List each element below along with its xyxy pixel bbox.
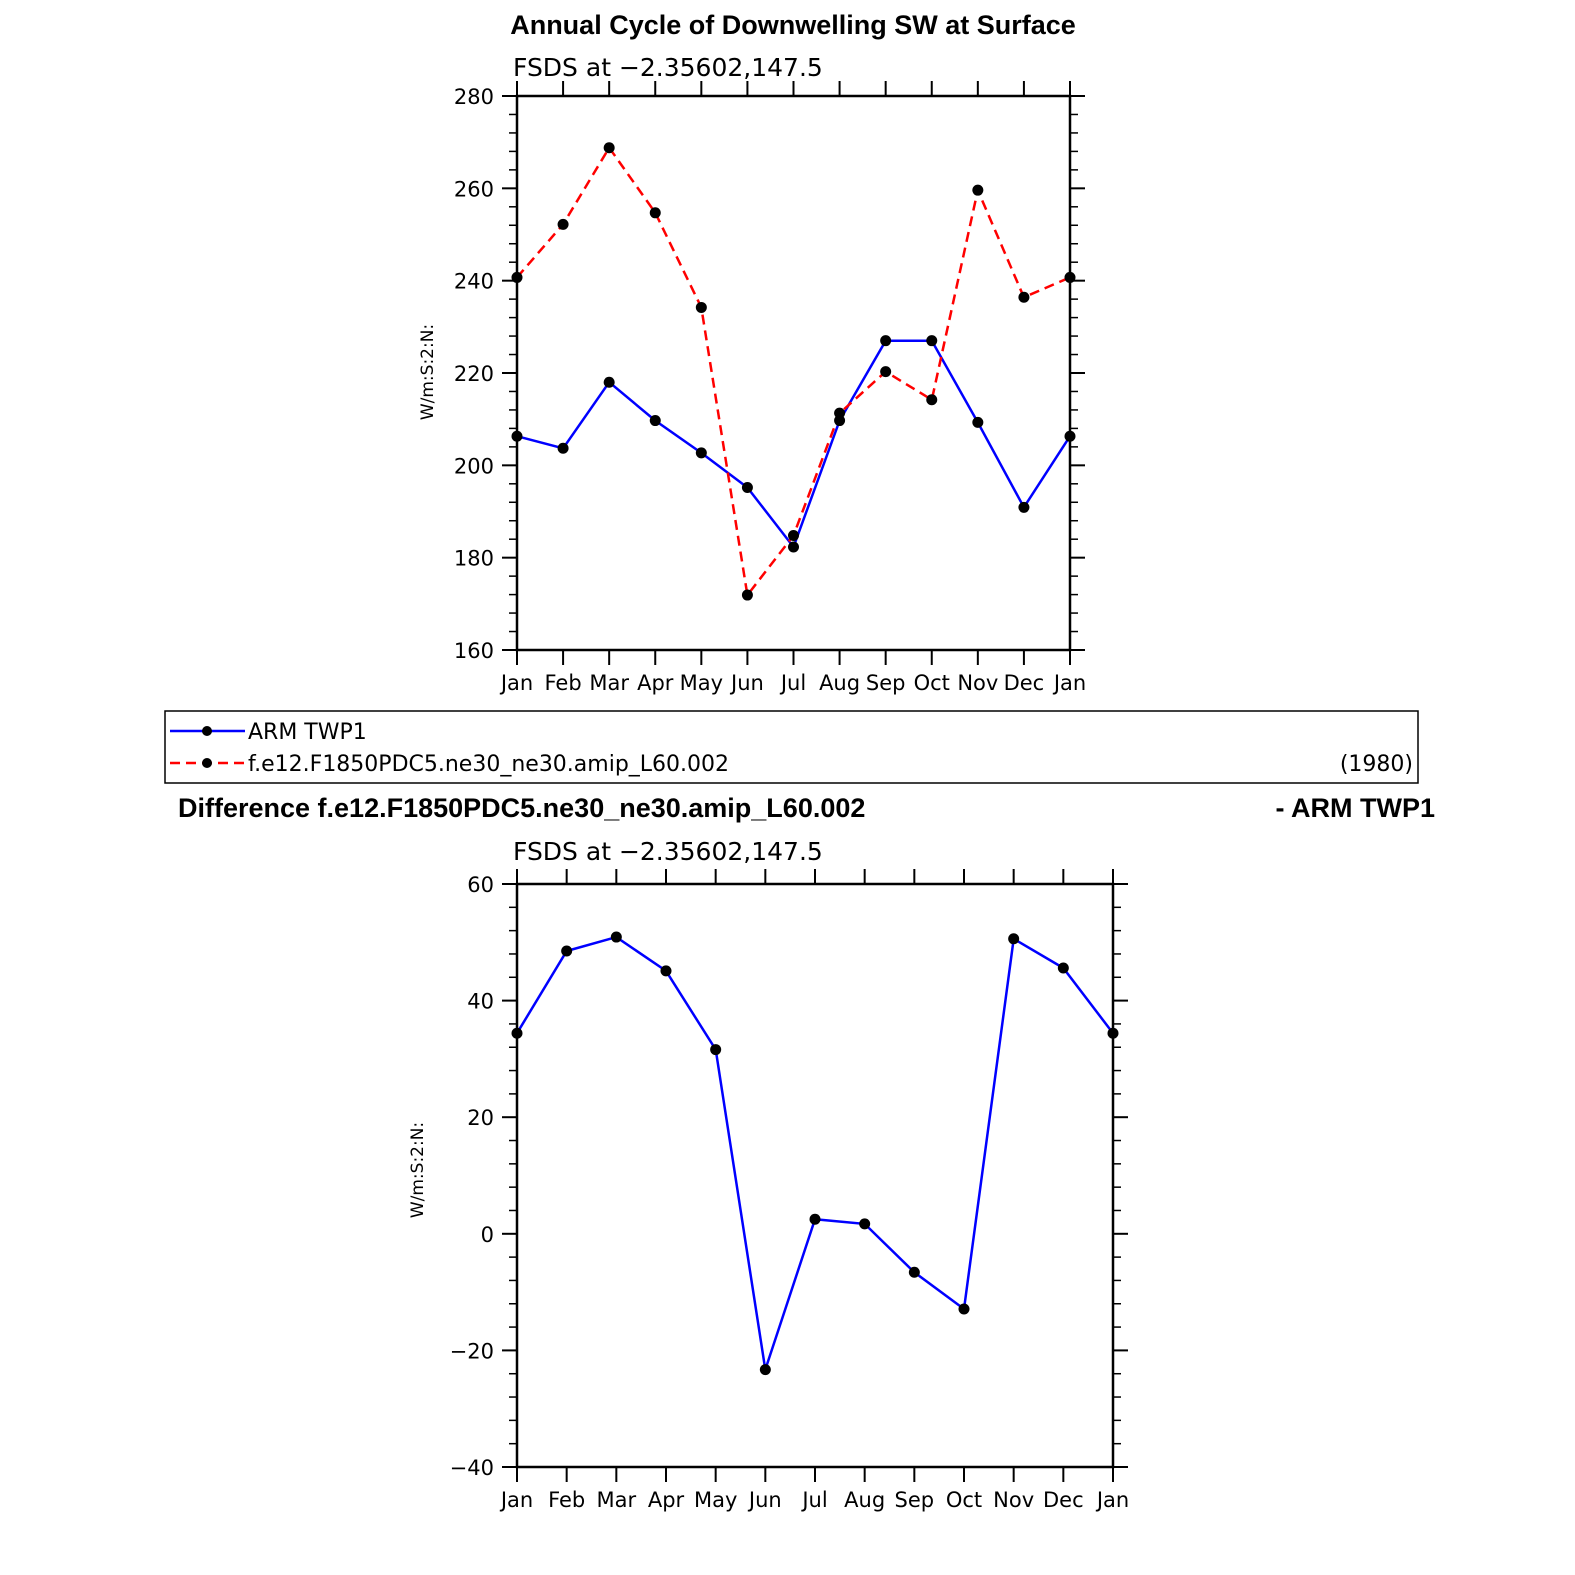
chart2-series-0-point <box>1057 962 1069 974</box>
chart2-series-0-point <box>610 931 622 943</box>
chart2-x-tick-label: May <box>694 1488 737 1512</box>
chart1-series-0-point <box>926 335 938 347</box>
chart1-series-1-point <box>834 407 846 419</box>
chart1-y-tick-label: 220 <box>454 362 494 386</box>
chart1-series-1-point <box>511 271 523 283</box>
chart2-x-tick-label: Dec <box>1043 1488 1084 1512</box>
chart2-x-tick-label: Apr <box>648 1488 685 1512</box>
legend: ARM TWP1 f.e12.F1850PDC5.ne30_ne30.amip_… <box>164 710 1419 784</box>
chart1-y-tick-label: 260 <box>454 177 494 201</box>
chart1-subtitle: FSDS at −2.35602,147.5 <box>513 53 823 82</box>
chart2-series-0-point <box>908 1266 920 1278</box>
chart2-series-0-point <box>1107 1027 1119 1039</box>
chart1-series-1-point <box>603 142 615 154</box>
chart2-series-0-point <box>759 1364 771 1376</box>
chart1-series-0-point <box>972 416 984 428</box>
chart1-series-1-point <box>1064 271 1076 283</box>
chart2-series-0-point <box>511 1027 523 1039</box>
chart1-x-tick-label: Aug <box>819 671 860 695</box>
chart2-series-0-point <box>859 1218 871 1230</box>
chart2-y-tick-label: 0 <box>481 1223 494 1247</box>
chart1-y-tick-label: 240 <box>454 270 494 294</box>
legend-marker-arm <box>202 726 212 736</box>
chart2-series-0-point <box>710 1044 722 1056</box>
chart2-series-0-line <box>515 935 1114 1370</box>
chart1-series-0-point <box>649 415 661 427</box>
chart2-x-tick-label: Aug <box>844 1488 885 1512</box>
legend-label-model: f.e12.F1850PDC5.ne30_ne30.amip_L60.002 <box>248 752 729 777</box>
chart2-y-tick-label: 60 <box>467 873 494 897</box>
chart1-series-0-point <box>603 376 615 388</box>
chart1-series-0-line <box>516 339 1072 550</box>
chart1-x-tick-label: Dec <box>1004 671 1045 695</box>
chart1-x-tick-label: Apr <box>637 671 674 695</box>
chart1-y-tick-label: 160 <box>454 639 494 663</box>
chart1-series-0-point <box>1018 501 1030 513</box>
chart1-series-1-point <box>1018 291 1030 303</box>
chart2-x-tick-label: Sep <box>895 1488 935 1512</box>
chart2-y-tick-label: −20 <box>450 1339 494 1363</box>
chart1-x-tick-label: Oct <box>914 671 950 695</box>
chart2-title: Difference f.e12.F1850PDC5.ne30_ne30.ami… <box>178 793 865 823</box>
chart1-y-axis-label: W/m:S:2:N: <box>418 324 438 420</box>
chart2-series-0-point <box>809 1213 821 1225</box>
chart2-x-tick-label: Jan <box>499 1488 533 1512</box>
chart1-series-1-point <box>788 530 799 542</box>
chart1-series-1-point <box>695 301 707 313</box>
chart1-series-1-point <box>741 589 753 601</box>
chart1-y-tick-label: 180 <box>454 547 494 571</box>
chart1-x-tick-label: Nov <box>957 671 998 695</box>
chart2-series-0-point <box>1008 933 1020 945</box>
chart1-x-tick-label: Jan <box>1052 671 1086 695</box>
chart2-y-tick-label: 20 <box>467 1106 494 1130</box>
chart1-series-0-point <box>557 442 569 454</box>
chart2-series-0-point <box>958 1303 970 1315</box>
chart2-x-tick-label: Jul <box>800 1488 827 1512</box>
chart1-x-tick-label: May <box>680 671 723 695</box>
chart1-x-tick-label: Mar <box>589 671 629 695</box>
legend-label-arm: ARM TWP1 <box>248 720 367 745</box>
chart1-x-tick-label: Jul <box>779 671 806 695</box>
chart2-frame <box>515 882 1115 1469</box>
chart2-subtitle: FSDS at −2.35602,147.5 <box>513 837 823 866</box>
chart1-x-tick-label: Jun <box>729 671 764 695</box>
chart1-series-1-point <box>972 184 984 196</box>
chart1-series-1-point <box>926 394 938 406</box>
chart2-y-tick-label: −40 <box>450 1456 494 1480</box>
legend-marker-model <box>202 758 212 768</box>
chart1-series-1-line <box>516 145 1071 599</box>
chart2-title-right: - ARM TWP1 <box>1276 793 1435 823</box>
chart1-series-0-point <box>695 447 707 459</box>
chart1-series-0-point <box>1064 430 1076 442</box>
chart2-x-tick-label: Oct <box>946 1488 982 1512</box>
chart2-y-tick-label: 40 <box>467 990 494 1014</box>
chart1-x-tick-label: Feb <box>544 671 581 695</box>
chart1-plot: 160 180 200 220 240 260 280 Jan Feb Mar Apr May Jun J… <box>454 81 1086 695</box>
chart2-x-tick-label: Feb <box>548 1488 585 1512</box>
chart2-x-tick-label: Jan <box>1095 1488 1129 1512</box>
chart2-x-tick-label: Jun <box>747 1488 782 1512</box>
chart1-x-tick-label: Jan <box>499 671 533 695</box>
chart2-x-tick-label: Nov <box>993 1488 1034 1512</box>
chart2-x-tick-label: Mar <box>597 1488 637 1512</box>
chart2-series-0-point <box>660 965 672 977</box>
chart1-series-0-point <box>880 335 892 347</box>
chart1-frame <box>515 94 1072 652</box>
chart1-series-1-point <box>557 218 569 230</box>
chart1-x-tick-label: Sep <box>866 671 906 695</box>
legend-year-note: (1980) <box>1340 752 1413 777</box>
chart2-series-0-point <box>561 945 573 957</box>
chart1-y-tick-label: 200 <box>454 454 494 478</box>
chart2-plot: −40 −20 0 20 40 60 Jan Feb Mar Apr May Jun Jul Aug Sep… <box>450 869 1129 1512</box>
chart2-y-axis-label: W/m:S:2:N: <box>408 1122 428 1218</box>
legend-box <box>164 710 1419 784</box>
chart1-series-1-point <box>880 366 892 378</box>
chart1-y-tick-label: 280 <box>454 85 494 109</box>
chart1-series-0-point <box>741 481 753 493</box>
chart1-series-0-point <box>788 541 799 553</box>
chart1-title: Annual Cycle of Downwelling SW at Surfac… <box>510 10 1076 40</box>
chart1-series-1-point <box>649 207 661 219</box>
chart1-series-0-point <box>511 430 523 442</box>
